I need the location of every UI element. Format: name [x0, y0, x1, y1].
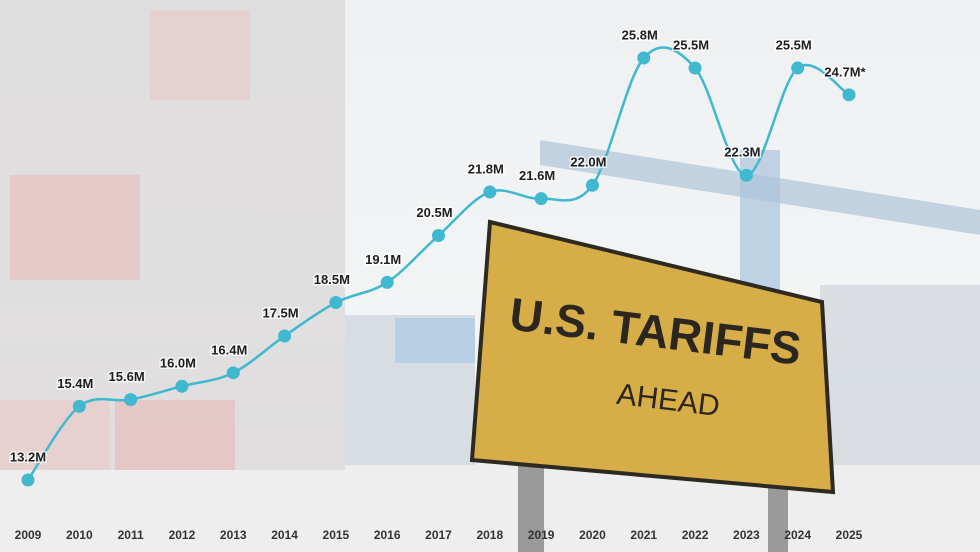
value-label: 25.5M — [673, 37, 709, 52]
line — [26, 46, 850, 481]
point — [791, 61, 805, 75]
point — [585, 178, 599, 192]
value-label: 22.3M — [724, 145, 760, 160]
point — [842, 88, 856, 102]
point — [21, 473, 35, 487]
value-label: 21.6M — [519, 168, 555, 183]
point — [380, 275, 394, 289]
x-tick-label: 2012 — [169, 528, 196, 542]
x-tick-label: 2025 — [836, 528, 863, 542]
x-tick-label: 2020 — [579, 528, 606, 542]
point — [329, 295, 343, 309]
x-tick-label: 2016 — [374, 528, 401, 542]
value-label: 15.4M — [57, 376, 93, 391]
x-tick-label: 2014 — [271, 528, 298, 542]
value-label: 19.1M — [365, 252, 401, 267]
x-tick-label: 2010 — [66, 528, 93, 542]
x-tick-label: 2011 — [118, 528, 144, 542]
point — [226, 366, 240, 380]
point — [124, 393, 138, 407]
value-label: 16.0M — [160, 356, 196, 371]
chart: 2009 2010 2011 2012 2013 2014 2015 2016 2017 2018… — [8, 26, 868, 542]
point — [278, 329, 292, 343]
value-label: 25.5M — [776, 37, 812, 52]
value-label: 13.2M — [10, 449, 46, 464]
point — [432, 229, 445, 243]
point — [688, 61, 702, 75]
value-label: 24.7M* — [824, 64, 866, 79]
x-tick-label: 2022 — [682, 528, 709, 542]
value-label: 22.0M — [570, 155, 606, 170]
point — [534, 192, 548, 206]
value-label: 21.8M — [468, 161, 504, 176]
point — [72, 399, 86, 413]
point — [175, 379, 189, 393]
point — [637, 51, 651, 65]
sign: U.S. TARIFFS AHEAD — [469, 219, 836, 552]
x-tick-label: 2013 — [220, 528, 247, 542]
x-tick-label: 2018 — [476, 528, 503, 542]
value-label: 17.5M — [262, 305, 298, 320]
point — [739, 168, 753, 182]
x-tick-label: 2024 — [784, 528, 811, 542]
value-label: 15.6M — [109, 369, 145, 384]
value-label: 18.5M — [314, 272, 350, 287]
x-tick-label: 2009 — [15, 528, 42, 542]
x-tick-label: 2015 — [323, 528, 350, 542]
x-tick-label: 2021 — [630, 528, 657, 542]
x-tick-label: 2019 — [528, 528, 555, 542]
value-label: 25.8M — [622, 27, 658, 42]
value-label: 16.4M — [211, 342, 247, 357]
point — [483, 185, 497, 199]
x-tick-label: 2023 — [733, 528, 760, 542]
value-label: 20.5M — [416, 205, 452, 220]
x-tick-label: 2017 — [425, 528, 452, 542]
